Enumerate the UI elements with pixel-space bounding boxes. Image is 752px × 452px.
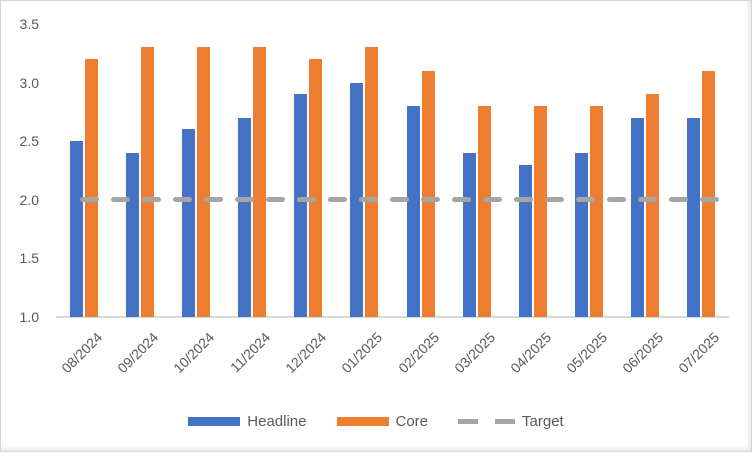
y-axis-tick-label: 2.5 [19,133,39,150]
legend-item-headline: Headline [188,412,307,430]
y-axis-tick-label: 1.0 [19,309,39,325]
target-line-dash [359,197,378,203]
legend-item-core: Core [336,412,429,430]
target-line-dash [700,197,719,203]
legend-label-headline: Headline [247,412,307,430]
headline-bar [238,117,252,317]
target-line-dash [514,197,533,203]
target-series-swatch [458,418,516,424]
y-axis-tick-label: 1.5 [19,250,39,267]
target-line-dash [483,197,502,203]
headline-bar [518,164,532,317]
core-bar [589,106,603,317]
core-bar [197,47,211,317]
target-line-dash [390,197,409,203]
x-axis-line [56,316,729,318]
target-line-dash [173,197,192,203]
target-line-dash [421,197,440,203]
legend-item-target: Target [458,413,564,430]
target-line-dash [204,197,223,203]
target-line-dash [328,197,347,203]
headline-bar [630,117,644,317]
target-line-dash [669,197,688,203]
headline-bar [350,82,364,317]
core-bar [365,47,379,317]
core-bar [309,59,323,317]
headline-bar [574,152,588,317]
core-bar [253,47,267,317]
headline-bar [686,117,700,317]
legend-label-target: Target [522,412,564,430]
y-axis-tick-label: 2.0 [19,191,39,208]
target-line-dash [80,197,99,203]
y-axis-tick-label: 3.0 [19,74,39,91]
headline-bar [126,152,140,317]
headline-bar [182,129,196,317]
core-bar [141,47,155,317]
legend: Headline Core Target [1,408,751,434]
target-line-dash [142,197,161,203]
target-line-dash [576,197,595,203]
headline-bar [406,106,420,317]
target-line-dash [297,197,316,203]
headline-bar [294,94,308,317]
target-line-dash [111,197,130,203]
core-bar [645,94,659,317]
headline-bar [462,152,476,317]
core-bar [701,70,715,317]
target-line-dash [235,197,254,203]
core-series-swatch [336,416,389,426]
legend-label-core: Core [395,412,429,430]
target-line-dash [266,197,285,203]
headline-series-swatch [188,416,241,426]
target-line-dash [638,197,657,203]
y-axis-tick-label: 3.5 [19,16,39,32]
target-line-dash [545,197,564,203]
target-line-dash [607,197,626,203]
core-bar [85,59,99,317]
core-bar [533,106,547,317]
core-bar [421,70,435,317]
target-line-dash [452,197,471,203]
headline-bar [70,141,84,317]
core-bar [477,106,491,317]
